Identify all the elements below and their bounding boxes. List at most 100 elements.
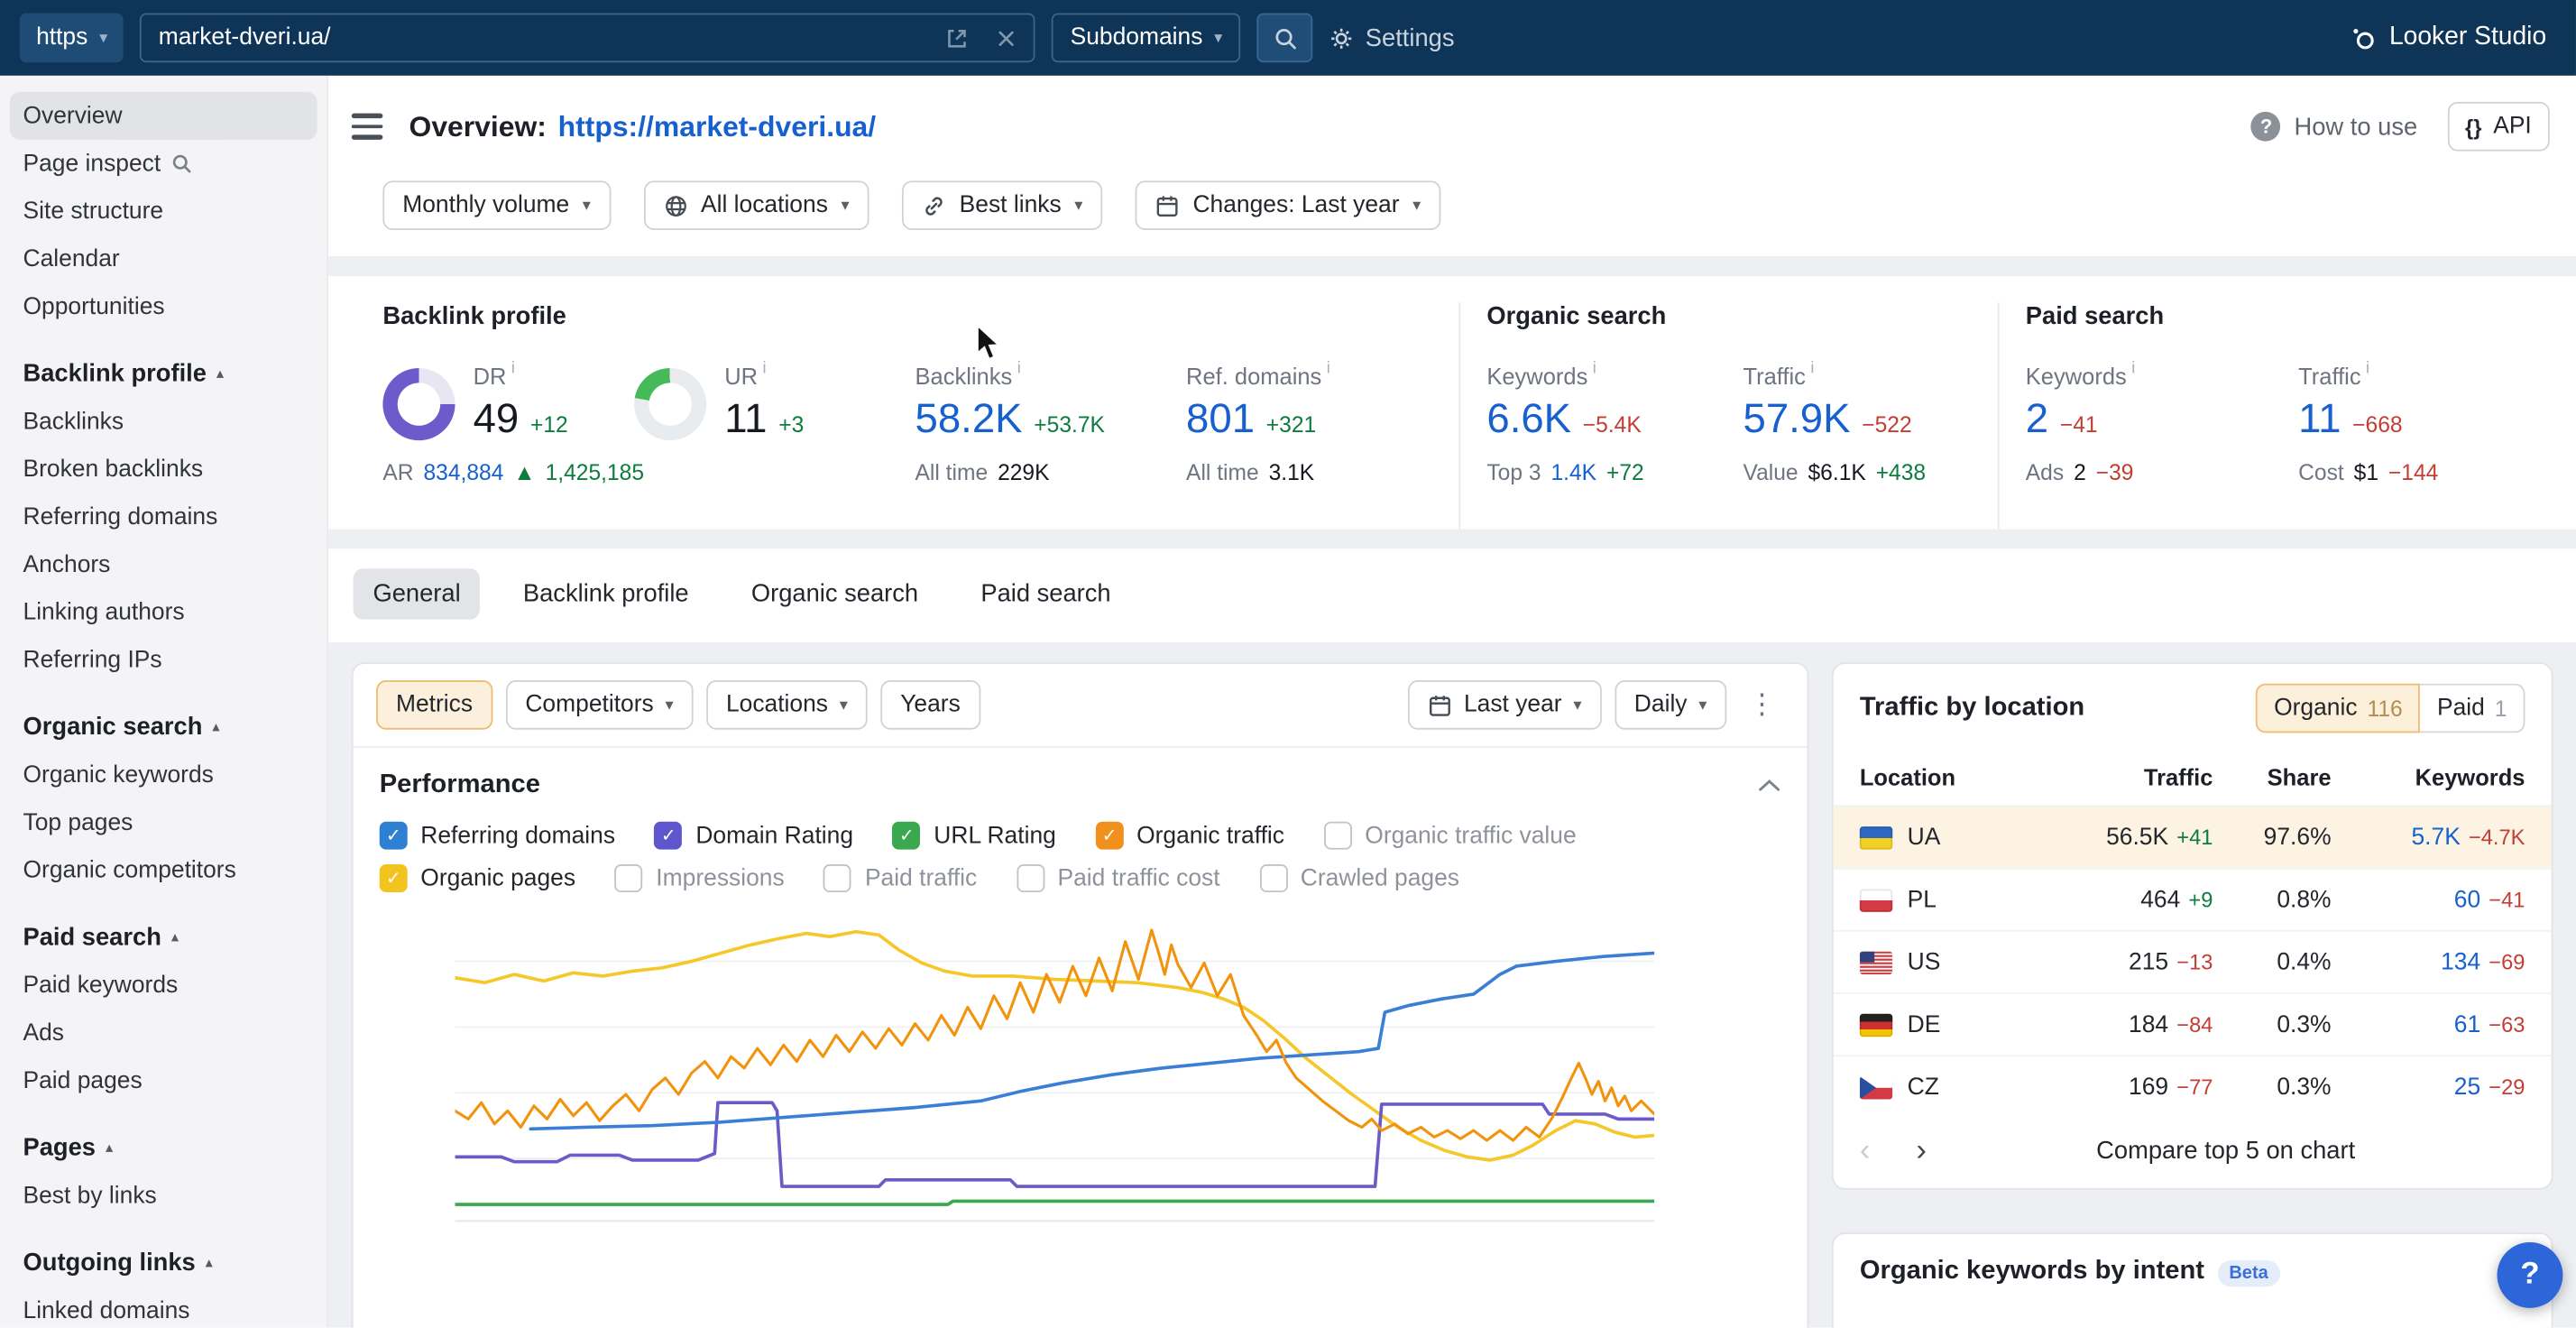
checkbox-organic-pages[interactable]: ✓Organic pages (380, 864, 575, 892)
years-button[interactable]: Years (880, 680, 980, 730)
sidebar-item-referring-ips[interactable]: Referring IPs (10, 636, 317, 684)
checkbox-domain-rating[interactable]: ✓Domain Rating (655, 822, 853, 850)
checkbox-organic-traffic[interactable]: ✓Organic traffic (1096, 822, 1284, 850)
scope-dropdown[interactable]: Subdomains ▾ (1053, 14, 1241, 63)
menu-toggle-icon[interactable] (352, 114, 383, 139)
keywords-value-link[interactable]: 60 (2454, 887, 2480, 913)
info-icon[interactable]: i (511, 360, 515, 390)
paid-keywords-value-link[interactable]: 2 (2026, 396, 2048, 444)
ref-domains-value-link[interactable]: 801 (1186, 396, 1255, 444)
sidebar-item-organic-competitors[interactable]: Organic competitors (10, 846, 317, 894)
info-icon[interactable]: i (2366, 360, 2369, 390)
tab-paid-search[interactable]: Paid search (961, 568, 1130, 619)
table-row-cz[interactable]: CZ 169−77 0.3% 25−29 (1834, 1055, 2552, 1117)
organic-keywords-value-link[interactable]: 6.6K (1486, 396, 1571, 444)
sidebar-section-paid-search[interactable]: Paid search ▴ (10, 914, 317, 962)
sidebar-item-overview[interactable]: Overview (10, 92, 317, 140)
open-external-icon[interactable] (945, 25, 970, 50)
sidebar-item-paid-pages[interactable]: Paid pages (10, 1056, 317, 1104)
checkbox-url-rating[interactable]: ✓URL Rating (893, 822, 1056, 850)
checkbox-referring-domains[interactable]: ✓Referring domains (380, 822, 615, 850)
tab-backlink-profile[interactable]: Backlink profile (503, 568, 708, 619)
date-range-dropdown[interactable]: Last year ▾ (1408, 680, 1601, 730)
sidebar-item-ads[interactable]: Ads (10, 1009, 317, 1056)
competitors-dropdown[interactable]: Competitors▾ (506, 680, 694, 730)
sidebar-item-page-inspect[interactable]: Page inspect (10, 140, 317, 188)
table-row-ua[interactable]: UA 56.5K+41 97.6% 5.7K−4.7K (1834, 805, 2552, 867)
checkbox-impressions[interactable]: Impressions (615, 864, 785, 892)
sidebar-item-site-structure[interactable]: Site structure (10, 188, 317, 235)
sidebar-item-linking-authors[interactable]: Linking authors (10, 588, 317, 636)
sidebar-item-calendar[interactable]: Calendar (10, 235, 317, 282)
sidebar-item-opportunities[interactable]: Opportunities (10, 282, 317, 330)
settings-button[interactable]: Settings (1329, 23, 1455, 51)
tab-general[interactable]: General (354, 568, 481, 619)
paid-traffic-value-link[interactable]: 11 (2298, 396, 2341, 444)
backlinks-value-link[interactable]: 58.2K (915, 396, 1023, 444)
volume-filter-dropdown[interactable]: Monthly volume ▾ (382, 180, 610, 230)
sidebar-item-best-by-links[interactable]: Best by links (10, 1172, 317, 1220)
metrics-button[interactable]: Metrics (376, 680, 492, 730)
tab-organic-search[interactable]: Organic search (731, 568, 938, 619)
sidebar-item-organic-keywords[interactable]: Organic keywords (10, 751, 317, 798)
table-row-us[interactable]: US 215−13 0.4% 134−69 (1834, 930, 2552, 992)
keywords-value-link[interactable]: 5.7K (2411, 824, 2460, 850)
toggle-organic[interactable]: Organic116 (2256, 684, 2421, 733)
table-row-de[interactable]: DE 184−84 0.3% 61−63 (1834, 992, 2552, 1055)
next-page-icon[interactable]: › (1916, 1136, 1927, 1167)
more-options-icon[interactable]: ⋮ (1740, 688, 1784, 721)
performance-chart[interactable] (455, 918, 1655, 1224)
checkbox-paid-traffic[interactable]: Paid traffic (823, 864, 977, 892)
top3-value-link[interactable]: 1.4K (1550, 460, 1596, 484)
locations-filter-dropdown[interactable]: All locations ▾ (643, 180, 869, 230)
sidebar-section-pages[interactable]: Pages ▴ (10, 1124, 317, 1172)
info-icon[interactable]: i (1810, 360, 1814, 390)
organic-traffic-value-link[interactable]: 57.9K (1743, 396, 1851, 444)
page-title-url-link[interactable]: https://market-dveri.ua/ (558, 109, 876, 143)
info-icon[interactable]: i (1593, 360, 1596, 390)
looker-studio-link[interactable]: Looker Studio (2351, 23, 2546, 52)
sidebar-item-linked-domains[interactable]: Linked domains (10, 1286, 317, 1328)
sidebar-section-backlink-profile[interactable]: Backlink profile ▴ (10, 350, 317, 398)
help-fab-button[interactable]: ? (2498, 1242, 2563, 1308)
url-input[interactable]: market-dveri.ua/ (141, 14, 1036, 63)
protocol-label: https (36, 24, 87, 51)
calendar-icon (1155, 193, 1180, 217)
sidebar-section-outgoing-links[interactable]: Outgoing links ▴ (10, 1239, 317, 1286)
sidebar-item-top-pages[interactable]: Top pages (10, 798, 317, 846)
info-icon[interactable]: i (763, 360, 767, 390)
keywords-value-link[interactable]: 134 (2441, 949, 2480, 975)
table-row-pl[interactable]: PL 464+9 0.8% 60−41 (1834, 868, 2552, 930)
granularity-dropdown[interactable]: Daily▾ (1615, 680, 1726, 730)
ar-value-link[interactable]: 834,884 (423, 460, 503, 484)
locations-dropdown[interactable]: Locations▾ (706, 680, 868, 730)
prev-page-icon[interactable]: ‹ (1860, 1136, 1871, 1167)
checkbox-label: Impressions (656, 865, 784, 891)
changes-filter-dropdown[interactable]: Changes: Last year ▾ (1136, 180, 1440, 230)
best-links-filter-dropdown[interactable]: Best links ▾ (902, 180, 1102, 230)
sidebar-item-anchors[interactable]: Anchors (10, 540, 317, 588)
protocol-dropdown[interactable]: https ▾ (20, 14, 124, 63)
checkbox-box (1324, 822, 1352, 850)
checkbox-organic-traffic-value[interactable]: Organic traffic value (1324, 822, 1577, 850)
checkbox-crawled-pages[interactable]: Crawled pages (1259, 864, 1459, 892)
keywords-value-link[interactable]: 61 (2454, 1011, 2480, 1038)
traffic-delta: +9 (2188, 887, 2213, 911)
info-icon[interactable]: i (1327, 360, 1330, 390)
info-icon[interactable]: i (2131, 360, 2135, 390)
search-button[interactable] (1257, 14, 1313, 63)
keywords-value-link[interactable]: 25 (2454, 1074, 2480, 1100)
sidebar-section-organic-search[interactable]: Organic search ▴ (10, 704, 317, 752)
sidebar-item-referring-domains[interactable]: Referring domains (10, 493, 317, 540)
checkbox-paid-traffic-cost[interactable]: Paid traffic cost (1017, 864, 1220, 892)
collapse-section-button[interactable] (1758, 770, 1780, 800)
toggle-paid[interactable]: Paid1 (2421, 684, 2525, 733)
how-to-use-button[interactable]: ? How to use (2251, 112, 2417, 142)
sidebar-item-broken-backlinks[interactable]: Broken backlinks (10, 446, 317, 493)
sidebar-item-paid-keywords[interactable]: Paid keywords (10, 962, 317, 1010)
sidebar-item-backlinks[interactable]: Backlinks (10, 398, 317, 446)
info-icon[interactable]: i (1017, 360, 1021, 390)
api-button[interactable]: {} API (2447, 102, 2550, 152)
clear-url-icon[interactable] (997, 27, 1018, 49)
compare-top5-link[interactable]: Compare top 5 on chart (1927, 1137, 2525, 1165)
